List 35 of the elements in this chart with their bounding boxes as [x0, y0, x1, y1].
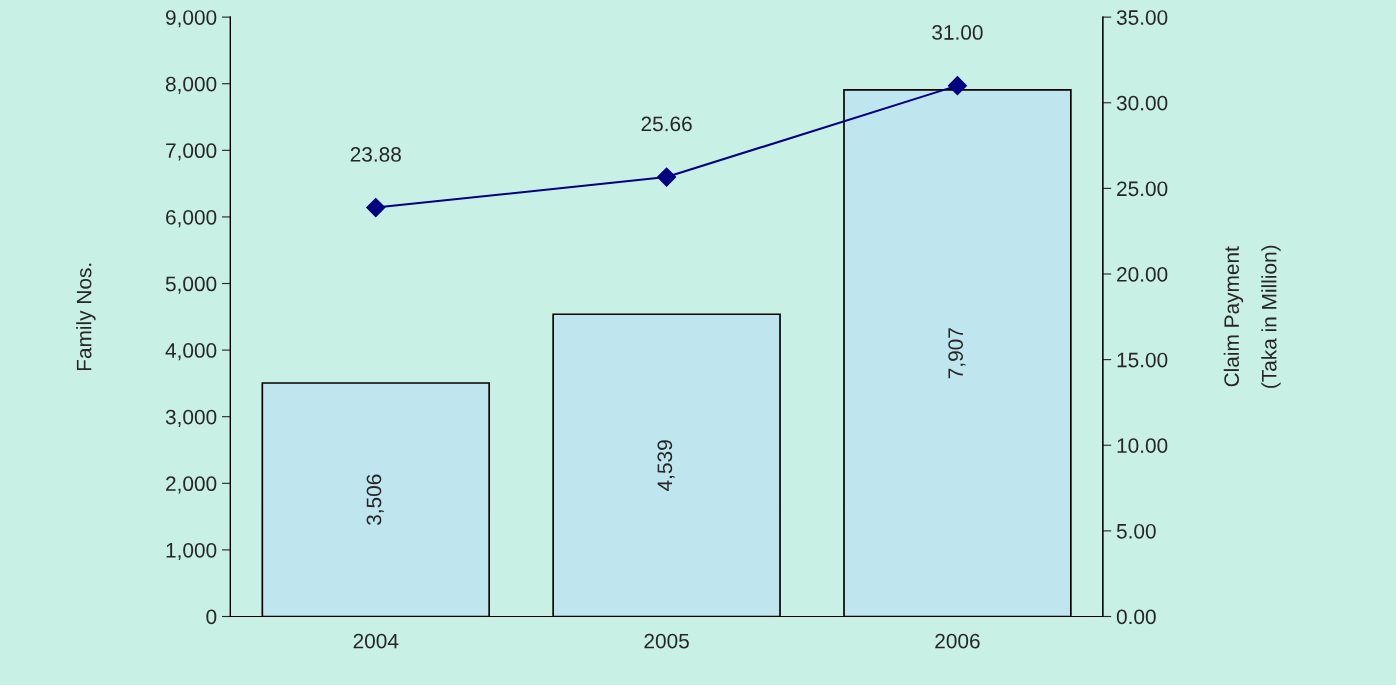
y-tick-label: 2,000: [166, 476, 217, 494]
y-tick-label: 0: [206, 609, 217, 625]
y-tick-label: 9,000: [165, 10, 217, 28]
y-tick-label: 7,000: [166, 143, 217, 161]
bar: [261, 382, 491, 617]
x-tick-label: 2004: [353, 633, 399, 649]
data-label: 31.00: [932, 25, 983, 40]
y-axis-title: Family Nos.: [76, 263, 96, 371]
data-label: 4,539: [657, 440, 675, 491]
point: [657, 167, 677, 187]
data-label: 7,907: [948, 328, 966, 379]
y2-axis-title: Claim Payment (Taka in Million): [1223, 245, 1281, 388]
y-tick-label: 3,000: [165, 409, 217, 427]
point: [366, 198, 386, 218]
y-tick-label: 4,000: [165, 343, 217, 361]
y-tick-label: 8,000: [165, 76, 217, 94]
x-tick-label: 2005: [644, 633, 689, 649]
y2-tick-label: 10.00: [1117, 438, 1168, 453]
bar: [552, 313, 781, 617]
y2-tick-label: 0.00: [1116, 609, 1156, 625]
data-label: 25.66: [641, 116, 692, 132]
y2-tick-label: 20.00: [1117, 267, 1168, 282]
y2-tick-label: 25.00: [1117, 181, 1168, 197]
y-tick-label: 1,000: [166, 542, 217, 561]
y2-tick-label: 5.00: [1116, 523, 1156, 539]
y-tick-label: 5,000: [165, 276, 217, 294]
data-label: 23.88: [350, 147, 401, 162]
y2-tick-label: 15.00: [1117, 352, 1168, 368]
y-tick-label: 6,000: [166, 209, 217, 228]
point: [947, 76, 967, 96]
x-tick-label: 2006: [935, 633, 980, 649]
y2-tick-label: 35.00: [1116, 10, 1168, 25]
bar: [843, 89, 1072, 617]
y2-tick-label: 30.00: [1116, 95, 1168, 111]
data-label: 3,506: [366, 474, 384, 526]
